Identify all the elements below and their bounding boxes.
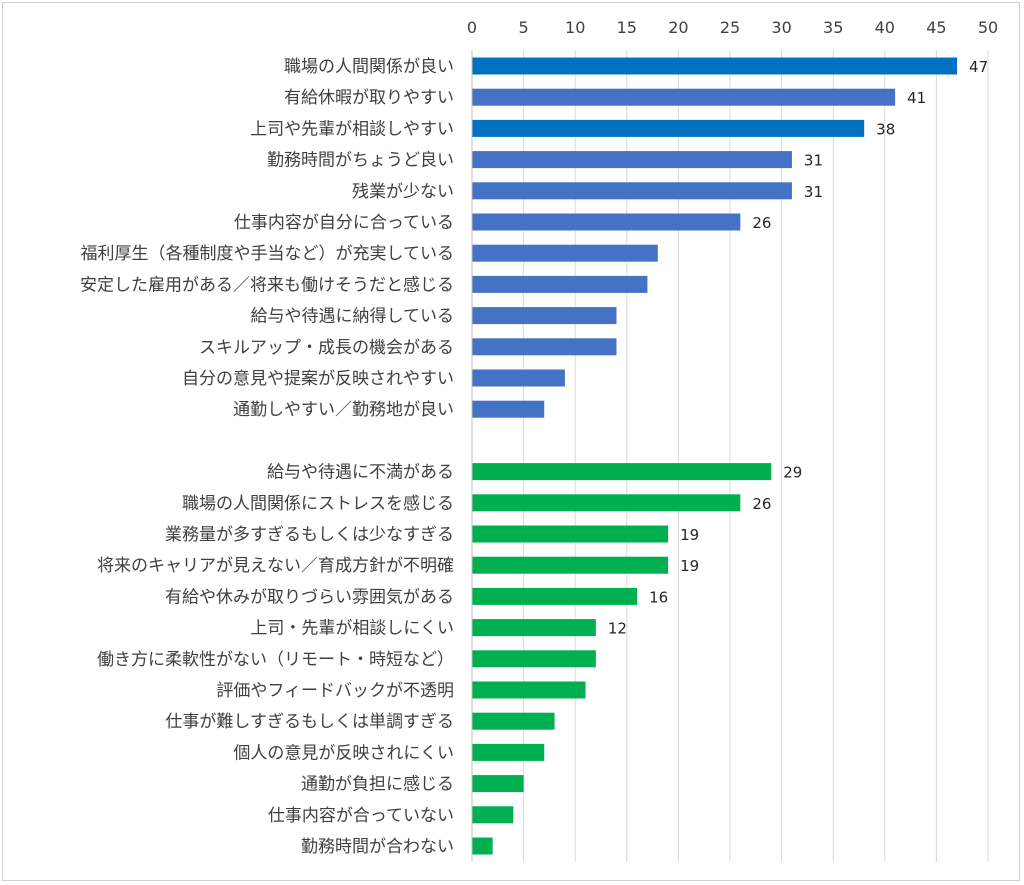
bar — [472, 743, 545, 761]
category-label: 仕事内容が合っていない — [268, 806, 454, 826]
x-tick-label: 10 — [565, 18, 585, 37]
x-tick-label: 0 — [467, 18, 477, 37]
bar — [472, 275, 648, 293]
x-tick-label: 5 — [519, 18, 529, 37]
bar — [472, 307, 617, 325]
category-label: 通勤が負担に感じる — [301, 775, 454, 795]
data-label: 31 — [804, 152, 823, 170]
category-label: スキルアップ・成長の機会がある — [199, 338, 454, 358]
data-label: 31 — [804, 183, 823, 201]
bar — [472, 556, 669, 574]
x-tick-label: 30 — [771, 18, 791, 37]
x-tick-label: 50 — [978, 18, 998, 37]
category-label: 将来のキャリアが見えない／育成方針が不明確 — [97, 556, 454, 576]
bar — [472, 525, 669, 543]
data-label: 26 — [752, 214, 771, 232]
x-tick-label: 45 — [926, 18, 946, 37]
category-label: 上司や先輩が相談しやすい — [250, 119, 454, 139]
x-tick-label: 20 — [668, 18, 688, 37]
bar — [472, 587, 638, 605]
bar — [472, 338, 617, 356]
category-label: 福利厚生（各種制度や手当など）が充実している — [81, 244, 455, 264]
bar — [472, 88, 896, 106]
category-label: 仕事内容が自分に合っている — [234, 213, 454, 233]
bar — [472, 494, 741, 512]
bar — [472, 775, 524, 793]
category-label: 自分の意見や提案が反映されやすい — [182, 369, 454, 389]
bar — [472, 712, 555, 730]
bar — [472, 369, 565, 387]
bar — [472, 806, 514, 824]
data-label: 19 — [680, 526, 699, 544]
bar — [472, 119, 865, 137]
data-label: 41 — [907, 89, 926, 107]
category-label: 有給や休みが取りづらい雰囲気がある — [165, 587, 454, 607]
data-label: 29 — [783, 464, 802, 482]
bar — [472, 681, 586, 699]
x-tick-label: 35 — [823, 18, 843, 37]
category-label: 有給休暇が取りやすい — [284, 88, 454, 108]
category-label: 上司・先輩が相談しにくい — [250, 619, 454, 639]
category-label: 業務量が多すぎるもしくは少なすぎる — [165, 525, 454, 545]
bar — [472, 57, 958, 75]
category-label: 勤務時間が合わない — [301, 837, 454, 857]
data-label: 19 — [680, 557, 699, 575]
x-tick-label: 40 — [875, 18, 895, 37]
bar — [472, 837, 493, 855]
bar — [472, 213, 741, 231]
x-tick-label: 15 — [617, 18, 637, 37]
category-label: 給与や待遇に不満がある — [267, 463, 454, 483]
bar — [472, 151, 792, 169]
bar — [472, 182, 792, 200]
bar — [472, 463, 772, 481]
data-label: 16 — [649, 588, 668, 606]
data-label: 47 — [969, 58, 988, 76]
x-tick-label: 25 — [720, 18, 740, 37]
bar — [472, 619, 596, 637]
category-label: 評価やフィードバックが不透明 — [216, 681, 454, 701]
data-label: 12 — [608, 620, 627, 638]
bar — [472, 244, 658, 262]
bar — [472, 400, 545, 418]
bar — [472, 650, 596, 668]
category-label: 職場の人間関係にストレスを感じる — [182, 494, 454, 514]
data-label: 26 — [752, 495, 771, 513]
category-label: 残業が少ない — [352, 182, 454, 202]
category-label: 安定した雇用がある／将来も働けそうだと感じる — [80, 275, 454, 295]
category-label: 仕事が難しすぎるもしくは単調すぎる — [165, 712, 454, 732]
category-label: 通勤しやすい／勤務地が良い — [233, 400, 454, 420]
data-label: 38 — [876, 120, 895, 138]
category-label: 勤務時間がちょうど良い — [267, 151, 454, 171]
category-label: 働き方に柔軟性がない（リモート・時短など） — [97, 650, 454, 670]
category-label: 個人の意見が反映されにくい — [233, 743, 454, 763]
category-label: 給与や待遇に納得している — [251, 307, 455, 327]
category-label: 職場の人間関係が良い — [284, 57, 454, 77]
